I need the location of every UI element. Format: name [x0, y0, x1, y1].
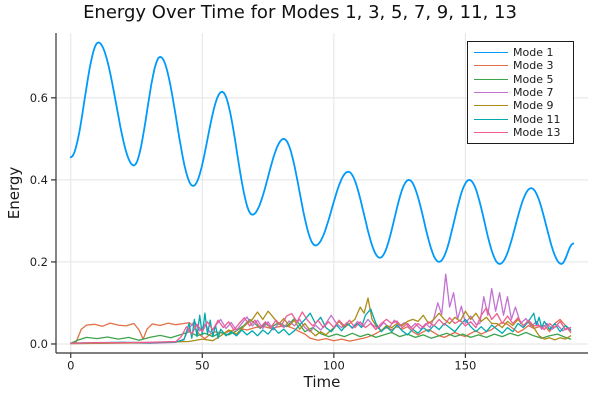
legend-item-label: Mode 13	[513, 125, 561, 139]
legend-item-mode-13: Mode 13	[474, 126, 570, 139]
legend: Mode 1 Mode 3 Mode 5 Mode 7 Mode 9 Mode 11 Mod…	[467, 41, 574, 145]
x-tick-label: 100	[323, 359, 345, 373]
legend-line-swatch-mode-13	[474, 131, 508, 133]
series-line-mode-1	[69, 41, 575, 265]
chart-title: Energy Over Time for Modes 1, 3, 5, 7, 9…	[83, 2, 517, 23]
x-tick-label: 150	[454, 359, 476, 373]
y-tick-label: 0.4	[30, 173, 48, 187]
legend-item-mode-9: Mode 9	[474, 99, 570, 112]
legend-item-mode-11: Mode 11	[474, 112, 570, 125]
series-line-mode-9	[70, 297, 572, 345]
y-axis-label: Energy	[5, 166, 23, 220]
legend-item-label: Mode 3	[513, 59, 554, 73]
y-tick-label: 0.0	[30, 337, 48, 351]
legend-line-swatch-mode-11	[474, 118, 508, 120]
x-axis-label: Time	[303, 373, 341, 391]
legend-item-label: Mode 5	[513, 72, 554, 86]
legend-line-swatch-mode-1	[474, 52, 508, 54]
legend-line-swatch-mode-9	[474, 105, 508, 107]
series-line-mode-13	[70, 307, 572, 344]
legend-item-label: Mode 1	[513, 46, 554, 60]
x-tick-label: 0	[67, 359, 74, 373]
legend-item-mode-5: Mode 5	[474, 73, 570, 86]
legend-line-swatch-mode-3	[474, 65, 508, 67]
legend-line-swatch-mode-7	[474, 92, 508, 94]
legend-item-label: Mode 11	[513, 112, 561, 126]
series-line-mode-5	[70, 317, 572, 344]
series-line-mode-3	[70, 318, 572, 345]
legend-item-label: Mode 7	[513, 86, 554, 100]
x-tick-label: 50	[195, 359, 210, 373]
legend-item-mode-7: Mode 7	[474, 86, 570, 99]
legend-line-swatch-mode-5	[474, 78, 508, 80]
y-tick-label: 0.2	[30, 255, 48, 269]
y-tick-label: 0.6	[30, 91, 48, 105]
legend-item-label: Mode 9	[513, 99, 554, 113]
legend-item-mode-3: Mode 3	[474, 59, 570, 72]
legend-item-mode-1: Mode 1	[474, 46, 570, 59]
